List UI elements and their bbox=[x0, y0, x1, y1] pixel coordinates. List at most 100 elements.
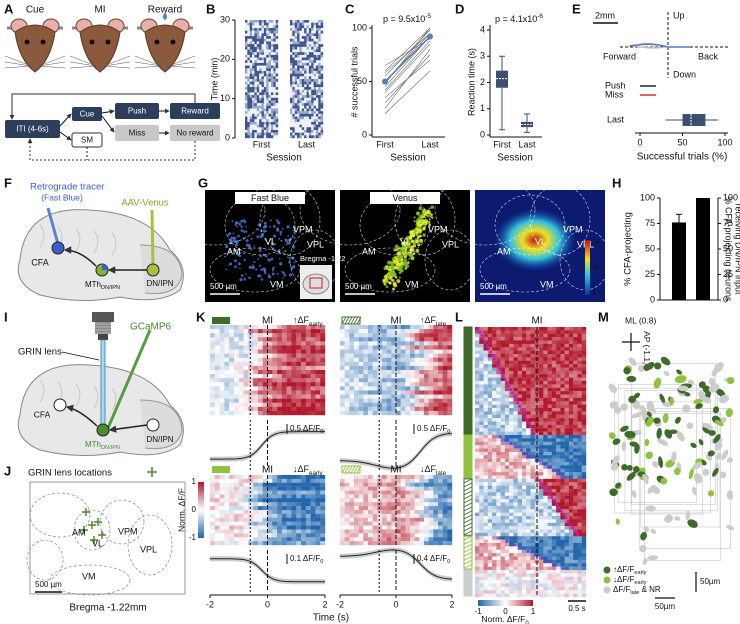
raster-cell bbox=[299, 89, 302, 93]
raster-cell bbox=[254, 22, 257, 26]
heatmap-cell bbox=[233, 382, 239, 387]
heatmap-cell bbox=[267, 533, 273, 538]
heatmap-cell bbox=[301, 490, 307, 495]
heatmap-cell bbox=[396, 537, 401, 542]
heatmap-cell bbox=[349, 329, 355, 334]
raster-cell bbox=[273, 100, 276, 104]
raster-cell bbox=[249, 22, 253, 26]
heatmap-cell bbox=[262, 390, 268, 395]
heatmap-cell bbox=[573, 327, 578, 331]
heatmap-cell bbox=[483, 401, 489, 405]
raster-cell bbox=[308, 105, 312, 109]
labeled-cell bbox=[281, 227, 284, 230]
raster-cell bbox=[299, 30, 302, 34]
heatmap-cell bbox=[405, 510, 411, 515]
heatmap-cell bbox=[492, 448, 497, 453]
heatmap-cell bbox=[492, 367, 497, 372]
label: (Fast Blue) bbox=[41, 192, 83, 202]
heatmap-cell bbox=[539, 431, 544, 436]
raster-cell bbox=[270, 103, 274, 107]
heatmap-cell bbox=[315, 406, 321, 412]
raster-cell bbox=[301, 92, 305, 96]
heatmap-cell bbox=[438, 357, 443, 363]
heatmap-cell bbox=[405, 325, 411, 330]
heatmap-cell bbox=[382, 537, 387, 542]
heatmap-cell bbox=[238, 513, 244, 518]
raster-cell bbox=[299, 111, 302, 115]
heatmap-cell bbox=[368, 537, 373, 542]
raster-cell bbox=[311, 135, 314, 139]
raster-cell bbox=[315, 84, 319, 88]
heatmap-cell bbox=[428, 494, 434, 499]
heatmap-cell bbox=[539, 401, 544, 405]
raster-cell bbox=[294, 97, 298, 101]
heatmap-cell bbox=[320, 541, 326, 546]
heatmap-cell bbox=[479, 448, 484, 453]
heatmap-cell bbox=[315, 494, 321, 499]
labeled-cell bbox=[275, 219, 279, 222]
heatmap-cell bbox=[400, 374, 406, 379]
raster-cell bbox=[290, 41, 293, 45]
heatmap-cell bbox=[568, 414, 574, 419]
heatmap-cell bbox=[229, 406, 235, 412]
labeled-cell bbox=[224, 255, 227, 258]
raster-cell bbox=[261, 36, 265, 39]
heatmap-cell bbox=[238, 533, 244, 538]
heatmap-cell bbox=[424, 506, 429, 511]
labeled-axon bbox=[412, 252, 416, 256]
raster-cell bbox=[311, 38, 314, 42]
heatmap-cell bbox=[320, 370, 326, 375]
heatmap-cell bbox=[267, 402, 273, 408]
labeled-cell bbox=[227, 235, 229, 237]
heatmap-cell bbox=[564, 387, 570, 392]
heatmap-cell bbox=[551, 350, 557, 355]
heatmap-cell bbox=[513, 428, 518, 432]
heatmap-cell bbox=[513, 381, 518, 385]
heatmap-cell bbox=[301, 386, 307, 391]
heatmap-cell bbox=[363, 521, 369, 526]
heatmap-cell bbox=[243, 525, 249, 530]
raster-cell bbox=[249, 68, 253, 72]
raster-cell bbox=[270, 38, 274, 42]
heatmap-cell bbox=[509, 367, 514, 372]
raster-cell bbox=[259, 119, 262, 123]
heatmap-cell bbox=[479, 364, 484, 368]
raster-cell bbox=[304, 52, 307, 56]
raster-cell bbox=[308, 127, 312, 131]
raster-cell bbox=[256, 124, 260, 128]
raster-cell bbox=[294, 108, 298, 112]
raster-cell bbox=[263, 49, 267, 53]
raster-cell bbox=[249, 100, 253, 104]
y-tick-label: 0 bbox=[480, 129, 485, 139]
raster-cell bbox=[275, 60, 279, 64]
raster-cell bbox=[313, 135, 317, 139]
heatmap-cell bbox=[410, 361, 415, 367]
heatmap-cell bbox=[517, 421, 523, 426]
raster-cell bbox=[252, 92, 255, 96]
heatmap-cell bbox=[301, 402, 307, 408]
heatmap-cell bbox=[233, 398, 239, 403]
heatmap-cell bbox=[219, 394, 225, 399]
labeled-axon bbox=[422, 208, 426, 213]
heatmap-cell bbox=[310, 521, 316, 526]
heatmap-cell bbox=[233, 406, 239, 412]
heatmap-cell bbox=[513, 333, 518, 338]
heatmap-cell bbox=[315, 345, 321, 350]
label-part: 0.1 ΔF/F bbox=[290, 554, 320, 563]
raster-cell bbox=[273, 70, 276, 74]
raster-cell bbox=[297, 25, 300, 29]
panel-letter: L bbox=[455, 309, 463, 324]
heatmap-cell bbox=[551, 340, 557, 345]
labeled-cell bbox=[225, 268, 228, 271]
heatmap-cell bbox=[310, 337, 316, 342]
region-label: VPL bbox=[140, 544, 157, 554]
heatmap-cell bbox=[267, 370, 273, 375]
raster-cell bbox=[273, 60, 276, 64]
heatmap-cell bbox=[424, 361, 429, 367]
heatmap-cell bbox=[310, 478, 316, 483]
heatmap-cell bbox=[504, 394, 510, 399]
heatmap-cell bbox=[483, 408, 489, 412]
label-part: early bbox=[309, 470, 323, 477]
heatmap-cell bbox=[214, 498, 220, 503]
heatmap-cell bbox=[479, 397, 484, 402]
